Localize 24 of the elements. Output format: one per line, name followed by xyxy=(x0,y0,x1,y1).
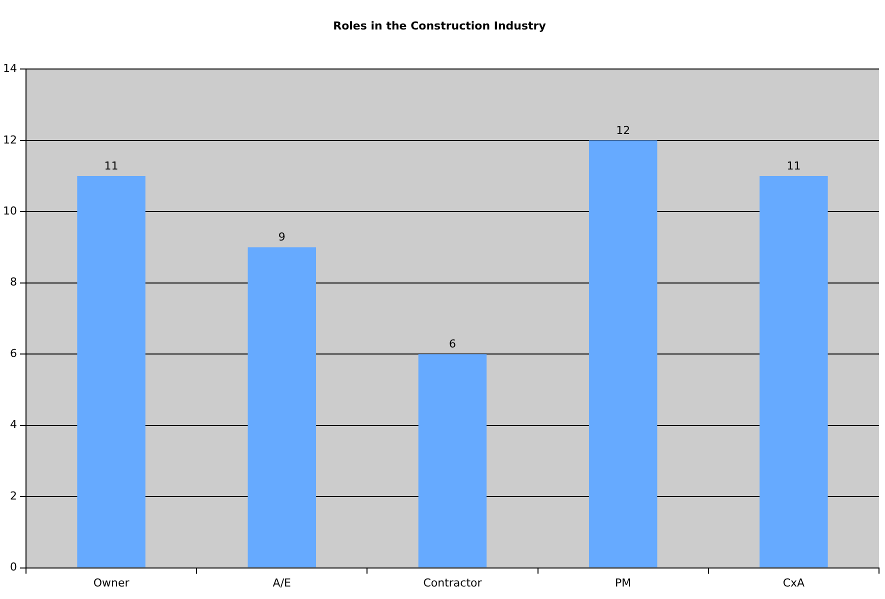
data-label: 11 xyxy=(786,159,801,172)
y-tick-label: 8 xyxy=(10,276,17,289)
x-tick-label: Contractor xyxy=(423,576,482,590)
x-tick-label: PM xyxy=(615,576,632,590)
x-tick-label: Owner xyxy=(93,576,130,590)
y-tick-label: 12 xyxy=(2,133,17,146)
data-label: 6 xyxy=(449,337,456,350)
x-tick-label: A/E xyxy=(272,576,292,590)
bar xyxy=(588,140,658,568)
bar xyxy=(760,176,828,568)
y-tick-label: 4 xyxy=(10,418,17,432)
data-label: 9 xyxy=(278,230,286,244)
bar xyxy=(418,354,487,568)
y-tick-label: 0 xyxy=(10,560,17,574)
x-tick-label: CxA xyxy=(782,576,806,590)
y-tick-label: 14 xyxy=(2,62,17,76)
y-tick-label: 2 xyxy=(10,489,17,502)
y-tick-label: 10 xyxy=(2,204,17,218)
y-tick-label: 6 xyxy=(10,346,17,360)
bar xyxy=(77,176,146,568)
data-label: 12 xyxy=(616,124,630,137)
bar xyxy=(248,247,316,568)
data-label: 11 xyxy=(104,159,118,172)
chart-title: Roles in the Construction Industry xyxy=(333,19,546,32)
